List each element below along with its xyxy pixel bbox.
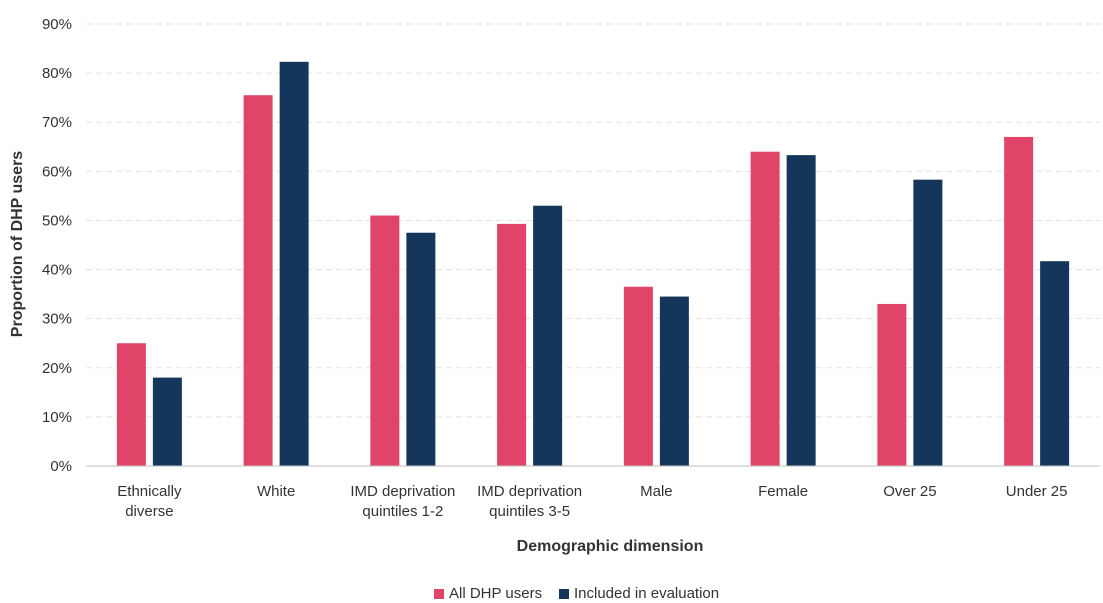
bar: [913, 179, 943, 466]
y-tick-label: 90%: [42, 16, 72, 33]
y-tick-label: 50%: [42, 212, 72, 229]
bar: [623, 286, 653, 466]
x-axis-ticks: Ethnically diverse White IMD deprivation qui…: [117, 483, 1067, 520]
x-axis-title: Demographic dimension: [517, 538, 704, 555]
legend-label: All DHP users: [449, 585, 542, 602]
bar: [406, 232, 436, 466]
x-tick-label: Under 25: [1006, 483, 1068, 500]
bar: [1040, 261, 1070, 466]
x-tick-label: White: [257, 483, 295, 500]
y-tick-label: 80%: [42, 65, 72, 82]
y-tick-label: 10%: [42, 409, 72, 426]
bar: [116, 343, 146, 466]
y-tick-label: 30%: [42, 311, 72, 328]
y-tick-label: 40%: [42, 262, 72, 279]
y-axis-ticks: 0% 10% 20% 30% 40% 50% 60% 70% 80% 90%: [42, 16, 72, 475]
bar: [279, 61, 309, 467]
bar: [370, 215, 400, 466]
bar: [877, 303, 907, 466]
bar: [152, 377, 182, 466]
bars: [116, 61, 1070, 467]
y-tick-label: 70%: [42, 114, 72, 131]
grid-lines: [86, 23, 1100, 418]
y-axis-title: Proportion of DHP users: [9, 151, 26, 337]
bar: [786, 155, 816, 467]
bar: [1004, 136, 1034, 466]
legend-label: Included in evaluation: [574, 585, 719, 602]
bar: [659, 296, 689, 466]
x-tick-label: Male: [640, 483, 673, 500]
bar: [750, 151, 780, 466]
bar: [243, 95, 273, 466]
legend: All DHP users Included in evaluation: [434, 585, 719, 602]
x-tick-label: Female: [758, 483, 808, 500]
x-tick-label: IMD deprivation quintiles 1-2: [350, 483, 455, 520]
legend-swatch: [434, 589, 444, 599]
y-tick-label: 0%: [50, 458, 72, 475]
legend-swatch: [559, 589, 569, 599]
x-tick-label: Ethnically diverse: [117, 483, 182, 520]
bar: [497, 223, 527, 466]
x-tick-label: Over 25: [883, 483, 936, 500]
bar: [533, 205, 563, 466]
y-tick-label: 60%: [42, 163, 72, 180]
y-tick-label: 20%: [42, 360, 72, 377]
x-tick-label: IMD deprivation quintiles 3-5: [477, 483, 582, 520]
